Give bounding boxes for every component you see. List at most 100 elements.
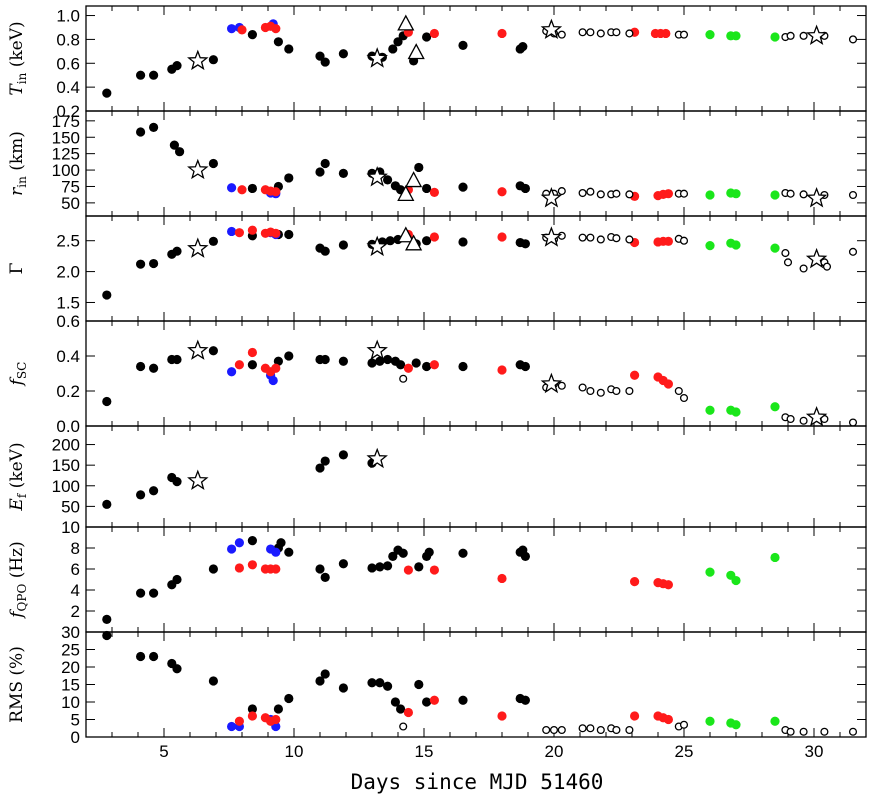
data-point-open xyxy=(578,233,587,242)
y-tick-label: 150 xyxy=(52,128,80,147)
data-point xyxy=(663,379,674,389)
data-point-open xyxy=(612,28,621,37)
data-point xyxy=(247,225,257,235)
data-point-star xyxy=(540,18,563,39)
data-point xyxy=(172,61,182,71)
data-point-open xyxy=(612,234,621,243)
panel-frame xyxy=(85,425,867,528)
data-point xyxy=(227,544,237,554)
data-point xyxy=(320,572,330,583)
data-point xyxy=(403,363,413,373)
data-point-triangle xyxy=(397,226,415,243)
y-label-unit: (Hz) xyxy=(7,541,27,583)
data-point-open xyxy=(596,235,605,244)
data-point xyxy=(661,28,671,39)
x-tick-label: 30 xyxy=(805,742,824,761)
y-tick-label: 2 xyxy=(71,602,80,621)
data-point xyxy=(663,580,674,590)
data-point-open xyxy=(848,418,858,427)
data-point xyxy=(320,354,330,365)
data-point xyxy=(429,28,439,39)
data-point xyxy=(458,548,468,558)
data-point xyxy=(247,704,257,714)
data-point xyxy=(136,490,146,500)
y-label-subscript: f xyxy=(15,492,29,498)
data-point-star xyxy=(187,469,209,491)
data-point xyxy=(411,358,421,368)
panel-frame xyxy=(85,320,867,427)
data-point xyxy=(102,630,112,641)
data-point-open xyxy=(596,190,605,199)
data-point-open xyxy=(786,414,795,424)
data-point xyxy=(367,678,377,688)
data-point xyxy=(271,714,281,725)
data-point xyxy=(284,351,294,361)
data-point-open xyxy=(799,727,808,736)
data-point xyxy=(383,175,393,185)
data-point xyxy=(234,538,244,548)
data-point-open xyxy=(586,386,595,396)
data-point xyxy=(520,239,531,249)
y-label-subscript: in xyxy=(15,72,29,84)
data-point-open xyxy=(596,29,605,38)
y-tick-label: 0.4 xyxy=(56,78,80,97)
data-point xyxy=(149,70,159,80)
data-point-star xyxy=(187,158,209,180)
data-point xyxy=(705,190,715,200)
data-point xyxy=(247,347,257,358)
data-point xyxy=(367,563,377,573)
data-point-open xyxy=(596,725,605,735)
data-point xyxy=(770,552,780,563)
y-tick-label: 10 xyxy=(61,518,80,537)
data-point-open xyxy=(399,374,408,383)
data-point xyxy=(227,367,237,377)
y-axis-label: RMS (%) xyxy=(7,646,27,723)
data-point xyxy=(663,714,674,725)
data-point xyxy=(388,44,398,54)
y-label-main: f xyxy=(7,376,27,387)
data-point-open xyxy=(578,383,587,392)
data-point xyxy=(422,697,432,707)
data-point-open xyxy=(612,189,621,198)
x-axis-label: Days since MJD 51460 xyxy=(351,770,604,794)
y-label-main: r xyxy=(7,187,27,196)
data-point-open xyxy=(586,724,595,733)
data-point xyxy=(458,695,468,705)
data-point xyxy=(731,31,741,41)
data-point xyxy=(338,356,348,366)
data-point-star xyxy=(805,405,828,427)
data-point xyxy=(731,240,741,250)
y-tick-label: 100 xyxy=(52,477,80,496)
data-point xyxy=(630,577,640,587)
y-tick-label: 2.5 xyxy=(56,232,80,251)
data-point-open xyxy=(625,190,634,199)
data-point xyxy=(388,551,398,562)
data-point-triangle xyxy=(397,14,415,31)
data-point-open xyxy=(612,386,621,396)
data-point-open xyxy=(799,416,808,425)
panel-frame xyxy=(85,110,867,217)
data-point-star xyxy=(366,447,388,469)
y-label-main: f xyxy=(7,609,27,620)
data-point xyxy=(320,57,330,67)
data-point xyxy=(705,30,715,40)
panel-tin: 0.2 0.4 0.6 0.8 1.0 Tin (keV) xyxy=(7,5,867,121)
y-tick-label: 0.6 xyxy=(56,54,80,73)
data-point xyxy=(705,567,715,577)
data-point-open xyxy=(399,722,408,731)
data-point xyxy=(403,565,413,575)
data-point xyxy=(338,49,348,59)
data-point xyxy=(273,704,283,714)
data-point xyxy=(705,241,715,251)
data-point xyxy=(247,30,257,40)
data-point-open xyxy=(848,727,858,736)
data-point xyxy=(102,396,112,407)
panel-frame xyxy=(85,215,867,322)
data-point xyxy=(136,361,146,372)
data-point xyxy=(208,676,218,686)
data-point xyxy=(136,127,146,137)
data-point-triangle xyxy=(405,171,423,188)
data-point xyxy=(237,25,247,35)
data-point xyxy=(208,55,218,65)
y-tick-label: 6 xyxy=(71,560,80,579)
